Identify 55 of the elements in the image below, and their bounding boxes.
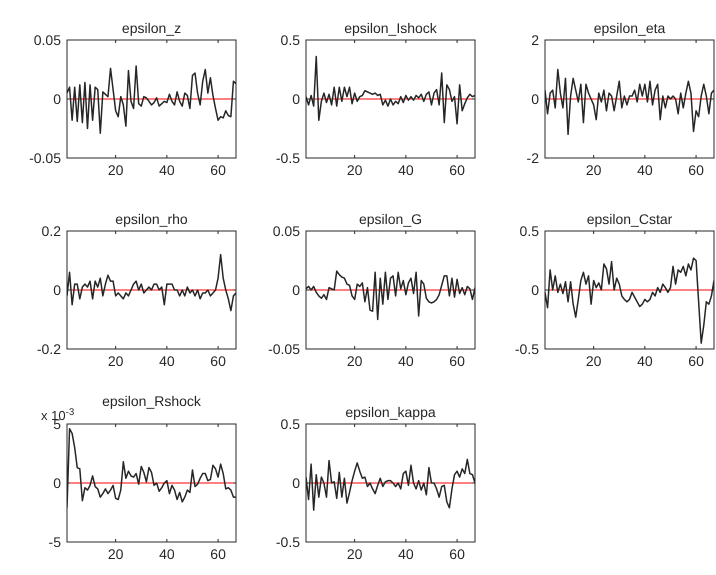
x-tick-label: 20 [346, 546, 363, 562]
y-tick-label: -0.5 [276, 150, 300, 166]
y-tick-label: 2 [531, 32, 540, 48]
x-tick-label: 20 [108, 353, 124, 369]
y-tick-label: -0.05 [268, 340, 300, 357]
chart-title: epsilon_Cstar [586, 211, 673, 227]
y-tick-label: 0 [53, 474, 62, 491]
y-tick-label: -2 [526, 150, 540, 166]
x-tick-label: 60 [210, 162, 226, 178]
x-tick-label: 60 [688, 353, 704, 369]
chart-title: epsilon_Rshock [102, 393, 202, 409]
x-tick-label: 40 [637, 162, 653, 178]
y-tick-label: 0.2 [42, 222, 62, 239]
chart-title: epsilon_kappa [345, 404, 436, 420]
x-tick-label: 40 [159, 546, 175, 562]
y-tick-label: 0 [292, 474, 300, 491]
y-tick-label: -0.5 [276, 534, 300, 550]
x-tick-label: 60 [210, 546, 226, 562]
y-tick-label: 0.5 [280, 416, 300, 432]
x-tick-label: 40 [398, 546, 414, 562]
y-tick-label: -0.05 [29, 150, 62, 166]
x-tick-label: 40 [637, 353, 653, 369]
chart-title: epsilon_z [122, 20, 182, 36]
x-tick-label: 20 [108, 546, 124, 562]
x-tick-label: 20 [346, 162, 363, 178]
x-tick-label: 20 [586, 353, 602, 369]
y-tick-label: 0 [531, 282, 540, 298]
x-tick-label: 40 [159, 162, 175, 178]
y-tick-label: -0.5 [514, 340, 540, 357]
x-tick-label: 40 [398, 162, 414, 178]
x-tick-label: 40 [398, 353, 414, 369]
x-tick-label: 40 [159, 353, 175, 369]
y-tick-label: 0 [53, 90, 62, 107]
chart-title: epsilon_G [358, 211, 422, 227]
y-tick-label: 0.05 [272, 222, 300, 239]
x-tick-label: 20 [586, 162, 602, 178]
y-tick-label: 0 [53, 282, 62, 298]
x-tick-label: 60 [449, 353, 466, 369]
x-tick-label: 20 [346, 353, 363, 369]
chart-title: epsilon_Ishock [344, 20, 438, 36]
chart-title: epsilon_eta [594, 20, 666, 36]
y-tick-label: 0.05 [34, 32, 62, 48]
y-tick-label: 0 [292, 282, 300, 298]
x-tick-label: 60 [449, 162, 466, 178]
y-tick-label: -5 [48, 534, 62, 550]
y-tick-label: 0.5 [520, 222, 540, 239]
x-tick-label: 60 [688, 162, 704, 178]
y-tick-label: 0 [531, 90, 540, 107]
chart-title: epsilon_rho [115, 211, 188, 227]
y-tick-label: 0 [292, 90, 300, 107]
x-tick-label: 20 [108, 162, 124, 178]
x-tick-label: 60 [449, 546, 466, 562]
x-tick-label: 60 [210, 353, 226, 369]
y-tick-label: -0.2 [36, 340, 62, 357]
y-tick-label: 0.5 [280, 32, 300, 48]
